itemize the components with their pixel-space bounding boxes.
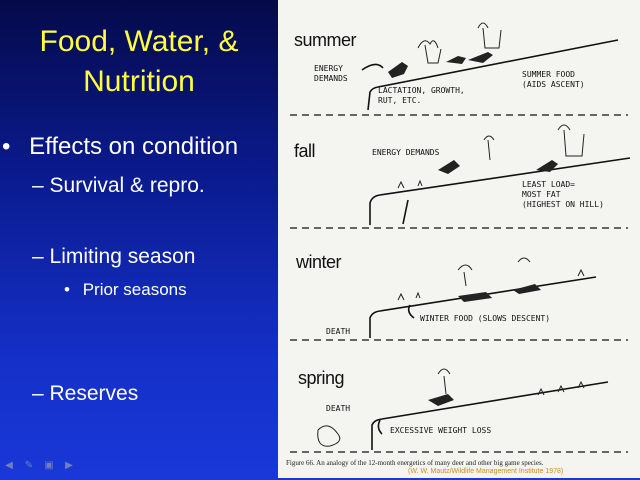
deer-sketches bbox=[388, 52, 558, 406]
title-line-1: Food, Water, & bbox=[39, 25, 239, 58]
label-least-load: LEAST LOAD= MOST FAT (HIGHEST ON HILL) bbox=[522, 180, 604, 209]
fall-arrow bbox=[402, 199, 409, 225]
season-spring: spring bbox=[298, 368, 345, 388]
summer-arrow bbox=[361, 63, 384, 71]
bullet-dot: • bbox=[2, 133, 11, 160]
bullet-limiting: – Limiting season bbox=[32, 245, 196, 268]
bullet-reserves: – Reserves bbox=[32, 382, 139, 405]
season-winter: winter bbox=[296, 252, 342, 272]
spring-hill bbox=[371, 381, 609, 450]
season-summer: summer bbox=[294, 30, 357, 50]
grass-tufts bbox=[397, 179, 585, 396]
bullet-effects-text: Effects on condition bbox=[29, 133, 239, 160]
season-fall: fall bbox=[294, 141, 316, 161]
energetics-figure: summer fall winter spring ENERGY DEMANDS… bbox=[278, 0, 640, 478]
bullet-prior: • Prior seasons bbox=[64, 280, 187, 300]
bullet-effects: • Effects on condition bbox=[2, 133, 238, 161]
label-weight-loss: EXCESSIVE WEIGHT LOSS bbox=[390, 426, 492, 435]
figure-credit: (W. W. Mautz/Wildlife Management Institu… bbox=[408, 468, 564, 475]
fall-hill bbox=[369, 157, 631, 225]
summer-hill bbox=[367, 39, 619, 111]
deer-outlines bbox=[317, 22, 585, 447]
title-line-2: Nutrition bbox=[83, 65, 195, 98]
winter-hill bbox=[369, 276, 597, 338]
slide-navigation: ◀ ✎ ▣ ▶ bbox=[2, 460, 76, 471]
spring-arrow bbox=[377, 419, 383, 435]
arrow-left-icon[interactable]: ◀ bbox=[5, 460, 13, 471]
arrow-right-icon[interactable]: ▶ bbox=[65, 460, 73, 471]
pen-icon[interactable]: ✎ bbox=[24, 460, 34, 471]
sub-bullet-dot: • bbox=[64, 280, 70, 299]
label-summer-food: SUMMER FOOD (AIDS ASCENT) bbox=[522, 70, 585, 89]
label-energy-demands-summer: ENERGY DEMANDS bbox=[314, 64, 348, 83]
figure-caption: Figure 66. An analogy of the 12-month en… bbox=[286, 459, 544, 467]
label-energy-demands-fall: ENERGY DEMANDS bbox=[372, 148, 440, 157]
bullet-prior-text: Prior seasons bbox=[82, 280, 187, 299]
slide-title: Food, Water, & Nutrition bbox=[0, 22, 278, 102]
bullet-survival: – Survival & repro. bbox=[32, 174, 205, 197]
label-death-winter: DEATH bbox=[326, 327, 351, 336]
label-lactation: LACTATION, GROWTH, RUT, ETC. bbox=[378, 86, 465, 105]
winter-arrow bbox=[407, 304, 415, 319]
label-death-spring: DEATH bbox=[326, 404, 351, 413]
monitor-icon[interactable]: ▣ bbox=[44, 460, 54, 471]
figure-drawing bbox=[290, 22, 631, 453]
label-winter-food: WINTER FOOD (SLOWS DESCENT) bbox=[420, 314, 551, 323]
